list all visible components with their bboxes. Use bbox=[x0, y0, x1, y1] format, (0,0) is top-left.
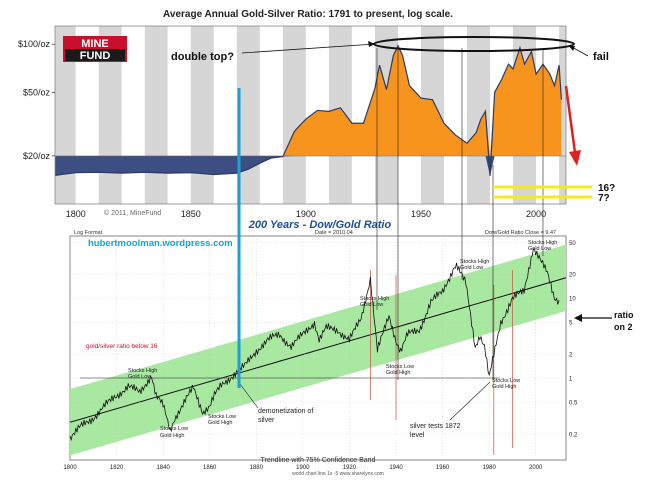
decade-stripe bbox=[144, 26, 168, 204]
lower-x-tick-label: 1900 bbox=[296, 465, 310, 471]
lower-chart-grid bbox=[69, 236, 566, 458]
lower-chart-footer: Trendline with 75% Confidence Band bbox=[261, 457, 376, 464]
stocks-low-2: Stocks Low Gold High bbox=[208, 414, 236, 426]
decade-stripe bbox=[467, 26, 491, 204]
lower-chart-header-left: Log Format bbox=[74, 230, 103, 236]
lower-x-tick-label: 1880 bbox=[250, 465, 264, 471]
label-7: 7? bbox=[598, 193, 610, 204]
dow-gold-line bbox=[69, 248, 560, 442]
confidence-band bbox=[69, 244, 567, 456]
ratio-below-16-label: gold/silver ratio below 16 bbox=[86, 343, 158, 350]
lower-y-tick-label: 0.5 bbox=[569, 401, 578, 407]
red-down-arrow bbox=[564, 85, 578, 161]
lower-chart-red-markers bbox=[370, 270, 513, 455]
stocks-low-1: Stocks Low Gold High bbox=[160, 426, 188, 439]
upper-chart-watermark: © 2011, MineFund bbox=[104, 209, 161, 217]
double-top-arrow bbox=[241, 43, 376, 54]
annotations: hubertmoolman.wordpress.com gold/silver … bbox=[80, 36, 634, 439]
decade-stripe bbox=[282, 26, 306, 204]
lower-y-tick-label: 2 bbox=[569, 353, 573, 359]
upper-area-above-baseline bbox=[55, 45, 562, 156]
svg-text:MINE: MINE bbox=[81, 38, 109, 50]
lower-x-tick-label: 2000 bbox=[529, 465, 543, 471]
lower-x-tick-label: 1820 bbox=[110, 465, 124, 471]
stocks-high-3: Stocks High Gold Low bbox=[460, 259, 489, 271]
lower-x-tick-label: 1800 bbox=[63, 465, 77, 471]
red-arrowhead bbox=[569, 150, 581, 166]
decade-stripe bbox=[444, 26, 468, 204]
decade-stripe bbox=[351, 26, 375, 204]
lower-y-tick-label: 5 bbox=[569, 321, 573, 327]
lower-chart-line bbox=[69, 248, 560, 442]
stocks-low-3: Stocks Low Gold High bbox=[386, 364, 414, 376]
double-top-label: double top? bbox=[171, 51, 234, 63]
stocks-high-4: Stocks High Gold Low bbox=[528, 240, 557, 252]
upper-chart-x-ticks: 1800 1850 1900 1950 2000 bbox=[66, 209, 546, 219]
stocks-high-2: Stocks High Gold Low bbox=[360, 296, 389, 308]
lower-y-tick-label: 10 bbox=[569, 297, 576, 303]
ratio-cut-label: ratio on 2 bbox=[614, 310, 634, 332]
upper-ratio-line bbox=[54, 44, 562, 176]
upper-chart-area bbox=[54, 44, 562, 176]
upper-x-tick-label: 1850 bbox=[181, 209, 201, 219]
lower-y-tick-label: 1 bbox=[569, 377, 573, 383]
lower-chart-header-mid: Date = 2010.04 bbox=[315, 230, 353, 236]
lower-chart-header-right: Dow/Gold Ratio Close = 9.47 bbox=[485, 230, 556, 236]
decade-stripe bbox=[559, 26, 566, 204]
trendline bbox=[69, 277, 567, 423]
lower-y-tick-label: 50 bbox=[569, 241, 576, 247]
upper-x-tick-label: 2000 bbox=[526, 209, 546, 219]
silver-tests-pointer bbox=[449, 381, 491, 421]
lower-x-tick-label: 1940 bbox=[389, 465, 403, 471]
upper-area-below-baseline bbox=[55, 155, 562, 176]
upper-y-tick-label: $100/oz bbox=[18, 39, 51, 49]
demonetization-label: demonetization of silver bbox=[258, 408, 313, 424]
decade-stripe bbox=[259, 26, 283, 204]
lower-x-tick-label: 1960 bbox=[436, 465, 450, 471]
lower-chart-y-ticks: 50 20 10 5 2 1 0.5 0.2 bbox=[569, 241, 578, 439]
stocks-high-1: Stocks High Gold Low bbox=[128, 368, 157, 380]
lower-x-tick-label: 1980 bbox=[482, 465, 496, 471]
lower-y-tick-label: 0.2 bbox=[569, 432, 578, 438]
upper-x-tick-label: 1900 bbox=[296, 209, 316, 219]
label-16: 16? bbox=[598, 183, 615, 194]
upper-x-tick-label: 1800 bbox=[66, 209, 86, 219]
lower-x-tick-label: 1860 bbox=[203, 465, 217, 471]
upper-chart-y-ticks: $100/oz $50/oz $20/oz bbox=[18, 39, 55, 161]
minefund-logo: MINE FUND bbox=[63, 36, 127, 62]
upper-chart-title: Average Annual Gold-Silver Ratio: 1791 t… bbox=[163, 9, 453, 20]
lower-x-tick-label: 1920 bbox=[343, 465, 357, 471]
lower-x-tick-label: 1840 bbox=[156, 465, 170, 471]
upper-y-tick-label: $50/oz bbox=[23, 87, 51, 97]
upper-y-tick-label: $20/oz bbox=[23, 151, 51, 161]
lower-chart-footer-small: world chart line 1s -5 www.sharelynx.com bbox=[292, 471, 384, 477]
silver-tests-label: silver tests 1872 level bbox=[410, 423, 461, 439]
site-url: hubertmoolman.wordpress.com bbox=[88, 238, 233, 249]
upper-chart-frame bbox=[54, 25, 567, 205]
lower-chart-title: 200 Years - Dow/Gold Ratio bbox=[248, 219, 392, 231]
stocks-low-4: Stocks Low Gold High bbox=[492, 378, 520, 390]
lower-chart-x-ticks: 1800 1820 1840 1860 1880 1900 1920 1940 1960 1980… bbox=[63, 465, 543, 471]
upper-x-tick-label: 1950 bbox=[411, 209, 431, 219]
svg-text:FUND: FUND bbox=[80, 50, 111, 62]
fail-label: fail bbox=[593, 51, 609, 63]
lower-y-tick-label: 20 bbox=[569, 273, 576, 279]
demonetization-pointer bbox=[239, 383, 259, 409]
